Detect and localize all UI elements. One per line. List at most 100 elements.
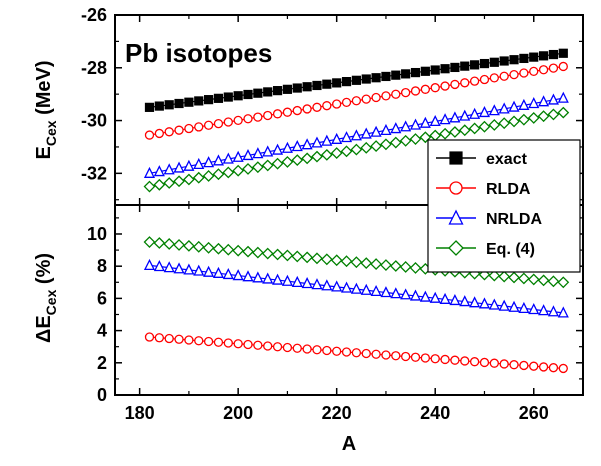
bottom-point-rlda bbox=[489, 358, 499, 368]
bottom-point-nrlda bbox=[203, 265, 215, 277]
top-point-exact bbox=[213, 93, 224, 103]
top-point-eq-4 bbox=[173, 175, 185, 188]
top-point-eq-4 bbox=[399, 134, 412, 147]
bottom-point-nrlda bbox=[212, 266, 225, 278]
top-point-eq-4 bbox=[458, 124, 471, 137]
bottom-point-rlda bbox=[292, 343, 302, 353]
bottom-point-eq-4 bbox=[311, 252, 323, 265]
top-point-nrlda bbox=[252, 147, 264, 159]
bottom-point-nrlda bbox=[508, 300, 520, 312]
bottom-point-nrlda bbox=[419, 290, 431, 302]
bottom-point-nrlda bbox=[449, 293, 461, 306]
top-point-nrlda bbox=[439, 113, 451, 125]
y-axis-label-top: ECex (MeV) bbox=[33, 60, 59, 159]
top-point-eq-4 bbox=[251, 161, 264, 174]
top-point-nrlda bbox=[281, 141, 293, 153]
bottom-point-nrlda bbox=[518, 301, 530, 314]
top-point-rlda bbox=[174, 125, 184, 135]
bottom-point-nrlda bbox=[380, 286, 392, 298]
top-point-eq-4 bbox=[537, 110, 550, 123]
bottom-point-nrlda bbox=[390, 287, 402, 299]
top-point-exact bbox=[144, 102, 155, 112]
bottom-point-eq-4 bbox=[527, 273, 540, 286]
bottom-point-rlda bbox=[272, 342, 283, 352]
top-point-exact bbox=[361, 74, 371, 84]
top-point-eq-4 bbox=[222, 166, 235, 179]
top-point-nrlda bbox=[163, 163, 175, 175]
legend: exact RLDA NRLDA Eq. (4) bbox=[427, 139, 581, 273]
top-point-nrlda bbox=[242, 148, 254, 161]
bottom-point-nrlda bbox=[193, 264, 205, 276]
top-point-eq-4 bbox=[212, 168, 225, 181]
bottom-point-nrlda bbox=[557, 306, 569, 318]
y-tick-label-top: -30 bbox=[81, 111, 107, 131]
top-point-exact bbox=[450, 62, 460, 73]
bottom-point-rlda bbox=[381, 350, 391, 360]
top-point-nrlda bbox=[419, 116, 431, 128]
bottom-point-eq-4 bbox=[488, 269, 501, 282]
top-point-eq-4 bbox=[478, 120, 491, 133]
bottom-point-rlda bbox=[144, 332, 155, 342]
top-point-rlda bbox=[489, 73, 499, 83]
bottom-point-rlda bbox=[332, 346, 342, 356]
top-point-rlda bbox=[469, 76, 480, 86]
top-point-nrlda bbox=[409, 118, 422, 130]
y-tick-label-top: -28 bbox=[81, 58, 107, 78]
legend-label: Eq. (4) bbox=[486, 241, 535, 258]
top-point-rlda bbox=[529, 66, 539, 77]
top-point-nrlda bbox=[232, 150, 244, 162]
bottom-point-nrlda bbox=[370, 284, 382, 297]
bottom-point-rlda bbox=[243, 339, 253, 350]
y-tick-label-bottom: 6 bbox=[97, 288, 107, 308]
bottom-point-eq-4 bbox=[517, 272, 530, 285]
top-point-nrlda bbox=[331, 132, 343, 144]
top-point-exact bbox=[243, 89, 253, 100]
top-point-exact bbox=[499, 56, 509, 66]
y-tick-label-bottom: 2 bbox=[97, 353, 107, 373]
top-point-exact bbox=[430, 65, 440, 75]
bottom-point-nrlda bbox=[222, 267, 234, 280]
legend-marker bbox=[449, 151, 463, 165]
top-point-eq-4 bbox=[311, 150, 323, 163]
top-point-rlda bbox=[223, 117, 233, 127]
top-point-exact bbox=[292, 83, 302, 93]
top-point-exact bbox=[272, 86, 283, 96]
bottom-point-nrlda bbox=[469, 296, 481, 308]
bottom-point-rlda bbox=[164, 333, 174, 344]
top-point-exact bbox=[381, 71, 391, 82]
top-point-nrlda bbox=[469, 107, 481, 119]
top-point-eq-4 bbox=[488, 119, 501, 131]
top-point-rlda bbox=[391, 89, 401, 99]
top-point-exact bbox=[519, 53, 529, 64]
bottom-point-eq-4 bbox=[399, 261, 412, 273]
top-point-exact bbox=[223, 92, 233, 102]
top-point-rlda bbox=[440, 81, 450, 91]
top-point-eq-4 bbox=[508, 115, 520, 128]
top-point-rlda bbox=[292, 105, 302, 116]
top-point-nrlda bbox=[301, 138, 313, 150]
top-point-eq-4 bbox=[527, 111, 540, 124]
bottom-point-rlda bbox=[440, 354, 450, 365]
top-point-exact bbox=[253, 88, 263, 98]
bottom-point-nrlda bbox=[311, 278, 323, 290]
y-tick-label-top: -26 bbox=[81, 5, 107, 25]
bottom-point-rlda bbox=[460, 356, 470, 366]
bottom-point-eq-4 bbox=[281, 249, 294, 262]
top-point-rlda bbox=[154, 128, 164, 139]
top-series-nrlda bbox=[143, 91, 569, 178]
bottom-point-nrlda bbox=[291, 275, 303, 287]
bottom-point-eq-4 bbox=[389, 260, 402, 272]
y-tick-label-bottom: 4 bbox=[97, 321, 107, 341]
bottom-point-rlda bbox=[558, 363, 568, 374]
top-point-eq-4 bbox=[320, 148, 333, 161]
top-point-nrlda bbox=[272, 143, 284, 155]
bottom-point-nrlda bbox=[272, 273, 284, 285]
top-point-rlda bbox=[479, 74, 490, 85]
legend-label: RLDA bbox=[486, 181, 531, 198]
top-point-rlda bbox=[401, 87, 411, 98]
top-point-rlda bbox=[164, 127, 174, 137]
top-point-eq-4 bbox=[182, 173, 195, 186]
bottom-point-rlda bbox=[154, 333, 164, 343]
bottom-point-rlda bbox=[322, 345, 332, 356]
top-point-rlda bbox=[282, 107, 293, 117]
